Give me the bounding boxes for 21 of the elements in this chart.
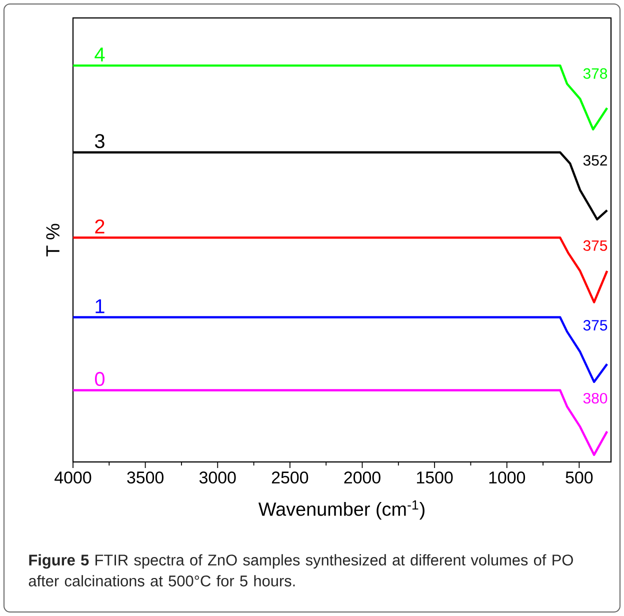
series-label: 0 [94, 372, 104, 386]
series-label: 2 [95, 220, 104, 234]
series-label: 1 [96, 299, 104, 314]
x-tick-label: 3000 [199, 472, 236, 484]
series-label: 4 [94, 48, 105, 62]
annotation: 375 [583, 240, 608, 251]
x-tick-label: 1500 [417, 472, 453, 484]
y-axis-title: T % [46, 224, 60, 256]
text: Figure 5 FTIR spectra of ZnO samples synthesized at different volumes of PO after calcinations at 500°C for 5 hours. [28, 554, 573, 586]
x-tick-label: 1000 [489, 472, 526, 484]
x-axis-title: Wavenumber (cm$^{-1}$) [258, 500, 424, 520]
annotation: 352 [583, 155, 607, 166]
x-tick-label: 4000 [54, 472, 92, 484]
annotation: 378 [583, 68, 608, 79]
x-tick-label: 500 [566, 472, 593, 484]
annotation: 375 [583, 320, 608, 331]
x-tick-label: 2500 [272, 472, 308, 484]
x-tick-label: 3500 [127, 472, 164, 484]
x-tick-label: 2000 [344, 472, 380, 484]
annotation: 380 [583, 392, 608, 404]
series-label: 3 [94, 134, 104, 148]
